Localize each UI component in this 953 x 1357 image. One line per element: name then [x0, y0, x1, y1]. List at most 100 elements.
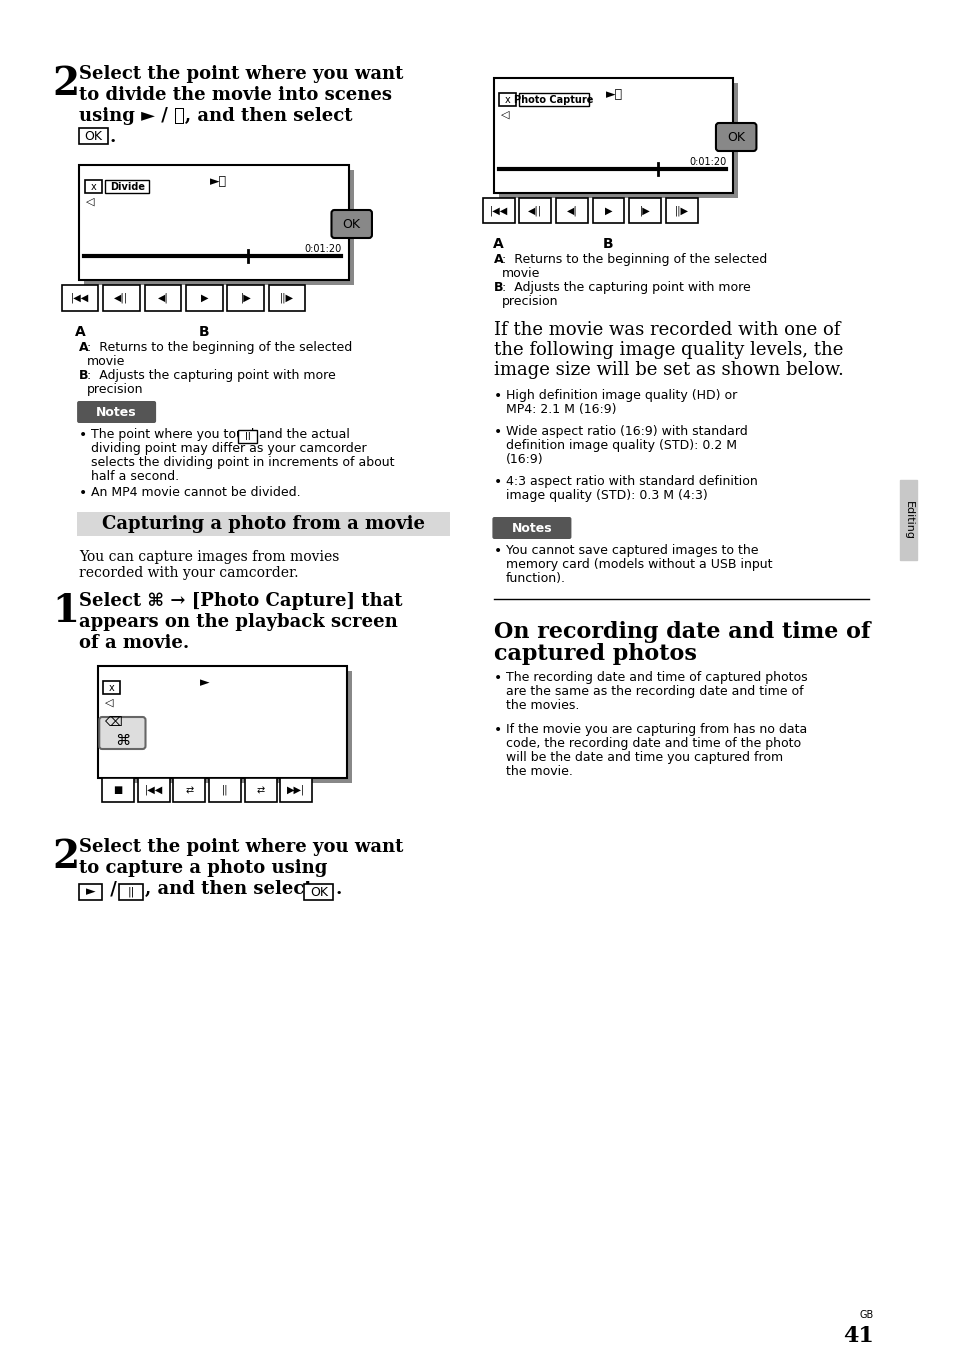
Text: A: A	[493, 237, 503, 251]
Bar	[518, 94, 588, 106]
Text: A: A	[494, 252, 503, 266]
Text: •: •	[494, 670, 502, 685]
Text: •: •	[494, 389, 502, 403]
Text: movie: movie	[87, 356, 125, 368]
Text: A: A	[74, 324, 85, 339]
Bar	[518, 198, 551, 223]
Text: |▶: |▶	[240, 293, 251, 303]
Bar	[592, 198, 624, 223]
Text: are the same as the recording date and time of: are the same as the recording date and t…	[505, 685, 802, 697]
Text: using ► / ⏸, and then select: using ► / ⏸, and then select	[79, 107, 353, 125]
Text: OK: OK	[342, 217, 360, 231]
Text: :  Returns to the beginning of the selected: : Returns to the beginning of the select…	[501, 252, 766, 266]
Text: will be the date and time you captured from: will be the date and time you captured f…	[505, 750, 782, 764]
Text: appears on the playback screen: appears on the playback screen	[79, 613, 397, 631]
Text: ►⏸: ►⏸	[210, 175, 227, 189]
Text: •: •	[494, 723, 502, 737]
Text: ◁: ◁	[86, 197, 94, 208]
FancyBboxPatch shape	[331, 210, 372, 237]
Text: |▶: |▶	[639, 205, 650, 216]
Text: , and then select: , and then select	[145, 879, 312, 898]
Bar	[494, 77, 733, 193]
Text: 0:01:20: 0:01:20	[304, 244, 341, 254]
Text: movie: movie	[501, 267, 539, 280]
FancyBboxPatch shape	[77, 402, 156, 423]
Text: ◀||: ◀||	[528, 205, 541, 216]
Text: ||▶: ||▶	[280, 293, 294, 303]
Text: Select the point where you want: Select the point where you want	[79, 65, 403, 83]
Text: |◀◀: |◀◀	[489, 205, 507, 216]
Text: Select the point where you want: Select the point where you want	[79, 839, 403, 856]
Text: definition image quality (STD): 0.2 M: definition image quality (STD): 0.2 M	[505, 440, 736, 452]
Bar	[84, 170, 354, 285]
Text: B: B	[494, 281, 503, 294]
Text: x: x	[109, 683, 114, 692]
Bar	[103, 670, 352, 783]
Text: 2: 2	[52, 65, 79, 103]
Text: An MP4 movie cannot be divided.: An MP4 movie cannot be divided.	[91, 486, 300, 499]
Text: .: .	[335, 879, 341, 898]
Bar	[498, 83, 738, 198]
Text: OK: OK	[310, 886, 328, 898]
Text: function).: function).	[505, 573, 565, 585]
Text: captured photos: captured photos	[494, 643, 697, 665]
Text: Notes: Notes	[511, 521, 552, 535]
Text: :  Returns to the beginning of the selected: : Returns to the beginning of the select…	[87, 341, 352, 354]
Bar	[79, 128, 108, 144]
Text: Select ⌘ → [Photo Capture] that: Select ⌘ → [Photo Capture] that	[79, 592, 402, 611]
Text: |◀◀: |◀◀	[71, 293, 89, 303]
Text: Wide aspect ratio (16:9) with standard: Wide aspect ratio (16:9) with standard	[505, 425, 747, 438]
Text: recorded with your camcorder.: recorded with your camcorder.	[79, 566, 298, 579]
Bar	[105, 180, 150, 193]
Text: OK: OK	[85, 129, 102, 142]
Bar	[137, 778, 170, 802]
Text: ◁: ◁	[500, 110, 509, 119]
Text: ■: ■	[113, 784, 123, 795]
Bar	[899, 480, 917, 560]
Text: •: •	[494, 475, 502, 489]
Text: x: x	[504, 95, 510, 104]
Text: Notes: Notes	[96, 406, 137, 418]
Bar	[245, 778, 276, 802]
Text: the movie.: the movie.	[505, 765, 572, 778]
Text: •: •	[79, 486, 87, 499]
Text: If the movie you are capturing from has no data: If the movie you are capturing from has …	[505, 723, 806, 735]
Text: ▶: ▶	[200, 293, 208, 303]
Text: B: B	[79, 369, 89, 383]
Text: 1: 1	[52, 592, 79, 630]
Text: A: A	[79, 341, 89, 354]
Text: ►⏸: ►⏸	[605, 88, 622, 100]
Text: half a second.: half a second.	[91, 470, 178, 483]
FancyBboxPatch shape	[99, 716, 146, 749]
Bar	[556, 198, 587, 223]
Text: ◀|: ◀|	[157, 293, 168, 303]
Text: :  Adjusts the capturing point with more: : Adjusts the capturing point with more	[501, 281, 750, 294]
Bar	[498, 94, 516, 106]
Bar	[79, 166, 349, 280]
Text: •: •	[494, 425, 502, 440]
Text: ||▶: ||▶	[674, 205, 688, 216]
Text: dividing point may differ as your camcorder: dividing point may differ as your camcor…	[91, 442, 366, 455]
Bar	[98, 666, 347, 778]
Text: image size will be set as shown below.: image size will be set as shown below.	[494, 361, 843, 379]
Text: 2: 2	[52, 839, 79, 877]
FancyBboxPatch shape	[715, 123, 756, 151]
Text: The point where you touch: The point where you touch	[91, 427, 258, 441]
Text: High definition image quality (HD) or: High definition image quality (HD) or	[505, 389, 737, 402]
Text: If the movie was recorded with one of: If the movie was recorded with one of	[494, 322, 840, 339]
Text: Photo Capture: Photo Capture	[514, 95, 593, 104]
Text: ⇄: ⇄	[256, 784, 264, 795]
Bar	[237, 430, 257, 442]
Text: of a movie.: of a movie.	[79, 634, 189, 651]
Bar	[227, 285, 264, 311]
Text: •: •	[494, 544, 502, 558]
Text: Divide: Divide	[110, 182, 145, 191]
Text: You can capture images from movies: You can capture images from movies	[79, 550, 339, 565]
Bar	[85, 180, 102, 193]
Bar	[186, 285, 222, 311]
Text: ►: ►	[86, 886, 95, 898]
Bar	[102, 778, 133, 802]
Text: B: B	[602, 237, 613, 251]
Text: image quality (STD): 0.3 M (4:3): image quality (STD): 0.3 M (4:3)	[505, 489, 707, 502]
Text: precision: precision	[87, 383, 143, 396]
